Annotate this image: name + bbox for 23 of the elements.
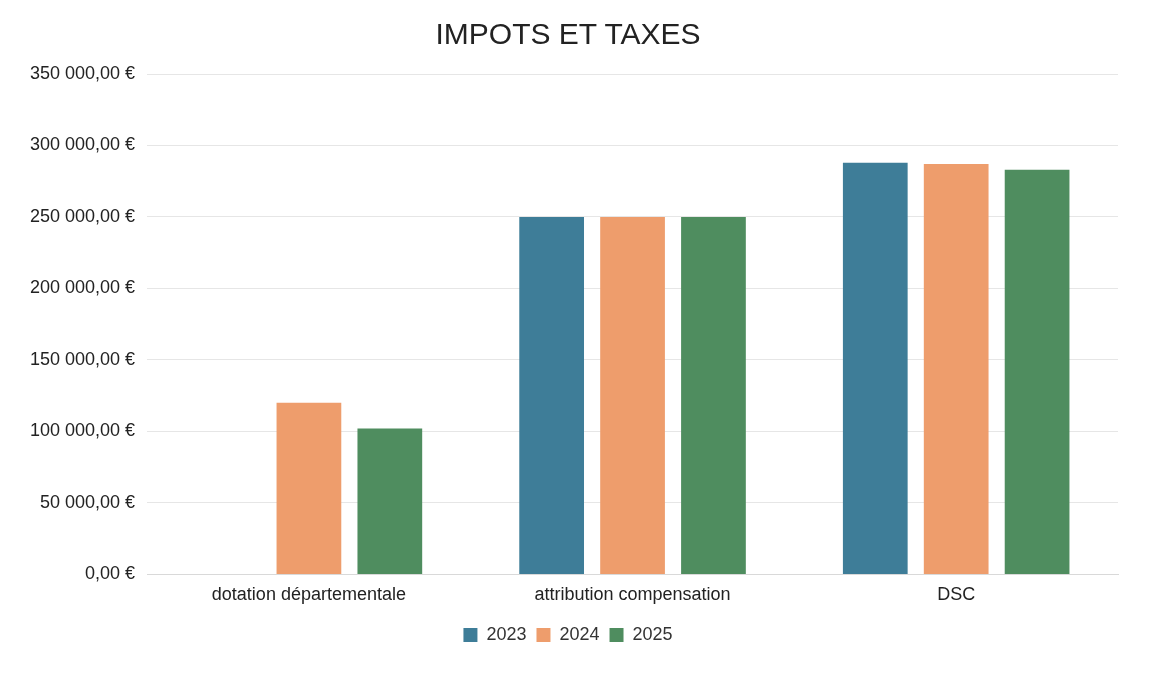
bar <box>600 216 665 574</box>
bar <box>842 162 908 574</box>
y-tick-label: 0,00 € <box>85 563 136 584</box>
x-tick-label: dotation départementale <box>211 584 406 605</box>
legend-label: 2024 <box>559 623 600 644</box>
y-tick-label: 100 000,00 € <box>29 420 136 441</box>
x-tick-label: attribution compensation <box>534 584 731 605</box>
chart-title: IMPOTS ET TAXES <box>435 17 701 51</box>
bar <box>519 216 585 574</box>
bar <box>681 216 746 574</box>
bar <box>1004 169 1070 574</box>
y-tick-label: 150 000,00 € <box>29 348 136 369</box>
legend-label: 2025 <box>632 623 673 644</box>
y-tick-label: 250 000,00 € <box>29 205 136 226</box>
y-tick-label: 300 000,00 € <box>29 134 136 155</box>
bar <box>276 402 342 574</box>
bar <box>923 164 989 574</box>
y-tick-label: 200 000,00 € <box>29 277 136 298</box>
y-tick-label: 50 000,00 € <box>40 491 136 512</box>
bar <box>357 428 423 574</box>
y-tick-label: 350 000,00 € <box>29 62 136 83</box>
x-tick-label: DSC <box>937 584 976 605</box>
legend-label: 2023 <box>486 623 527 644</box>
